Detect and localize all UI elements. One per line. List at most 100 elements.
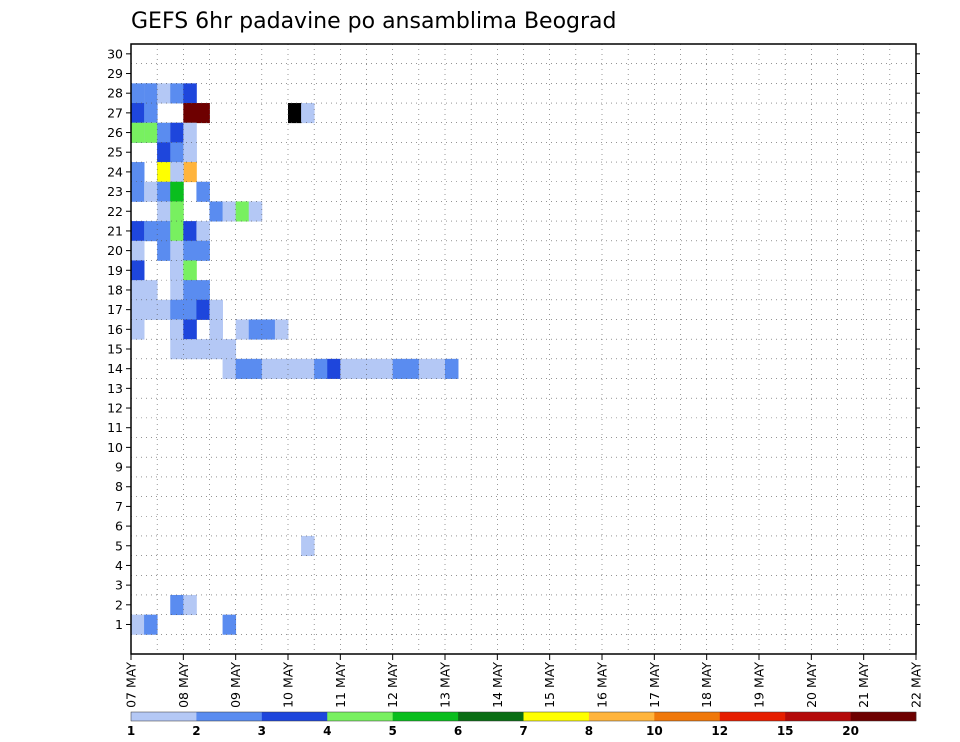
heatmap-cell [248, 319, 263, 340]
y-tick-label: 22 [107, 204, 123, 219]
y-tick-label: 29 [107, 66, 123, 81]
y-tick-label: 7 [115, 499, 123, 514]
heatmap-cell [353, 358, 367, 379]
y-tick-label: 15 [107, 342, 123, 357]
legend-swatch [327, 712, 393, 721]
heatmap-cell [183, 103, 197, 124]
legend-swatch [588, 712, 655, 721]
heatmap-cell [274, 319, 289, 340]
heatmap-cell [131, 122, 145, 143]
legend-swatch [261, 712, 328, 721]
heatmap-cell [301, 358, 315, 379]
legend-label: 6 [454, 724, 462, 738]
y-tick-label: 3 [115, 578, 123, 593]
heatmap-cell [183, 162, 197, 183]
x-tick-label: 10 MAY [281, 662, 296, 708]
heatmap-cell [157, 221, 171, 242]
heatmap-cell [131, 260, 145, 281]
heatmap-cell [405, 358, 420, 379]
heatmap-cell [183, 280, 197, 301]
x-tick-label: 08 MAY [176, 662, 191, 708]
heatmap-cell [392, 358, 407, 379]
heatmap-cell [170, 339, 184, 360]
y-tick-label: 4 [115, 558, 123, 573]
x-tick-label: 11 MAY [333, 662, 348, 708]
x-tick-label: 17 MAY [647, 662, 662, 708]
x-tick-label: 18 MAY [699, 662, 714, 708]
heatmap-cell [131, 299, 145, 320]
heatmap-cell [157, 162, 171, 183]
heatmap-cell [209, 339, 223, 360]
x-tick-label: 20 MAY [804, 662, 819, 708]
heatmap-cell [235, 319, 250, 340]
heatmap-cell [144, 221, 158, 242]
legend-label: 4 [323, 724, 331, 738]
heatmap-cell [340, 358, 354, 379]
heatmap-cell [157, 142, 171, 163]
y-tick-label: 5 [115, 538, 123, 553]
heatmap-cell [222, 614, 237, 635]
legend-label: 20 [842, 724, 859, 738]
heatmap-cell [170, 221, 184, 242]
color-legend: 1 2 3 4 5 6 7 8 10 12 15 20 [127, 711, 917, 738]
heatmap-cell [170, 299, 184, 320]
y-tick-label: 2 [115, 597, 123, 612]
heatmap-cell [301, 103, 315, 124]
y-tick-label: 8 [115, 479, 123, 494]
y-tick-label: 26 [107, 125, 123, 140]
heatmap-cell [366, 358, 380, 379]
x-tick-label: 15 MAY [542, 662, 557, 708]
heatmap-cell [144, 299, 158, 320]
heatmap-cell [157, 299, 171, 320]
grid-layer [131, 44, 916, 654]
y-tick-label: 1 [115, 617, 123, 632]
heatmap-cell [170, 594, 184, 616]
legend-swatch [196, 712, 263, 721]
heatmap-cell [170, 122, 184, 143]
heatmap-cell [183, 142, 197, 163]
legend-label: 7 [519, 724, 527, 738]
x-tick-label: 14 MAY [490, 662, 505, 708]
heatmap-cell [196, 280, 210, 301]
y-tick-label: 11 [107, 420, 123, 435]
y-tick-label: 24 [107, 164, 123, 179]
y-tick-label: 20 [107, 243, 123, 258]
heatmap-cell [131, 280, 145, 301]
heatmap-cell [183, 240, 197, 261]
legend-swatch [785, 712, 851, 721]
legend-label: 10 [646, 724, 663, 738]
heatmap-cell [144, 83, 158, 104]
x-tick-label: 07 MAY [124, 662, 139, 708]
y-tick-label: 23 [107, 184, 123, 199]
heatmap-cell [131, 221, 145, 242]
heatmap-cell [222, 201, 237, 222]
legend-label: 1 [127, 724, 135, 738]
y-axis: 1234567891011121314151617181920212223242… [107, 46, 920, 632]
heatmap-cell [170, 181, 184, 202]
heatmap-cell [131, 319, 145, 340]
heatmap-cell [196, 339, 210, 360]
x-tick-label: 22 MAY [909, 662, 924, 708]
heatmap-cell [183, 594, 197, 616]
heatmap-cell [144, 614, 158, 635]
heatmap-cell [261, 319, 276, 340]
y-tick-label: 10 [107, 440, 123, 455]
y-tick-label: 14 [107, 361, 123, 376]
heatmap-cell [183, 83, 197, 104]
heatmap-cell [157, 122, 171, 143]
y-tick-label: 17 [107, 302, 123, 317]
heatmap-cell [301, 535, 315, 557]
y-tick-label: 18 [107, 282, 123, 297]
chart-title: GEFS 6hr padavine po ansamblima Beograd [131, 9, 617, 34]
heatmap-cell [170, 162, 184, 183]
heatmap-cell [170, 280, 184, 301]
heatmap-cell [183, 221, 197, 242]
heatmap-cell [261, 358, 276, 379]
heatmap-cell [144, 122, 158, 143]
heatmap-cell [431, 358, 446, 379]
heatmap-cell [379, 358, 394, 379]
heatmap-cell [196, 240, 210, 261]
y-tick-label: 16 [107, 322, 123, 337]
heatmap-cell [196, 181, 210, 202]
